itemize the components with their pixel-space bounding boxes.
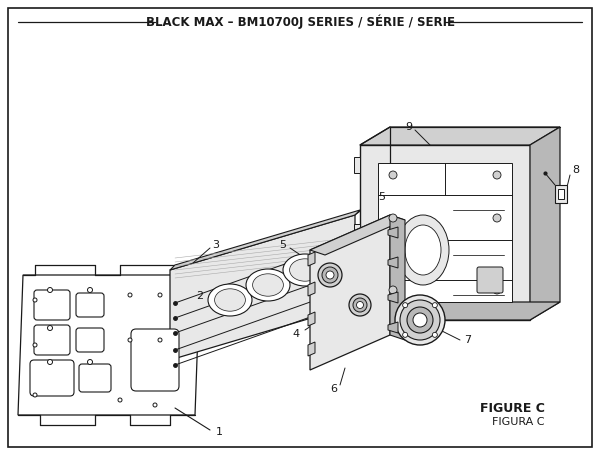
Polygon shape [388,292,398,303]
Ellipse shape [215,289,245,311]
Polygon shape [378,163,512,302]
FancyBboxPatch shape [79,364,111,392]
Text: 5: 5 [279,240,286,250]
Ellipse shape [283,254,327,286]
Ellipse shape [413,313,427,327]
Ellipse shape [318,263,342,287]
Ellipse shape [153,403,157,407]
Ellipse shape [290,259,320,281]
Ellipse shape [47,325,53,330]
Ellipse shape [389,214,397,222]
Text: 4: 4 [293,329,300,339]
Polygon shape [310,215,390,370]
Ellipse shape [493,214,501,222]
Polygon shape [308,342,315,356]
Text: 2: 2 [196,291,203,301]
Polygon shape [310,215,405,255]
Ellipse shape [405,225,441,275]
Ellipse shape [246,269,290,301]
Ellipse shape [389,286,397,294]
Polygon shape [530,127,560,320]
Ellipse shape [253,274,283,296]
FancyBboxPatch shape [30,360,74,396]
Ellipse shape [88,288,92,293]
FancyBboxPatch shape [34,290,70,320]
Ellipse shape [353,298,367,312]
Polygon shape [360,302,560,320]
Ellipse shape [433,332,437,337]
Polygon shape [388,257,398,268]
FancyBboxPatch shape [76,293,104,317]
Text: 8: 8 [572,165,579,175]
Ellipse shape [328,247,353,265]
FancyBboxPatch shape [131,329,179,391]
Ellipse shape [356,302,364,308]
Polygon shape [354,292,360,308]
Polygon shape [18,275,200,415]
Text: 7: 7 [464,335,471,345]
Polygon shape [388,227,398,238]
Polygon shape [170,210,360,270]
Ellipse shape [208,284,252,316]
Polygon shape [558,189,564,199]
FancyBboxPatch shape [34,325,70,355]
Ellipse shape [118,398,122,402]
Text: 9: 9 [405,122,412,132]
Polygon shape [308,312,315,326]
Text: 1: 1 [216,427,223,437]
Ellipse shape [33,298,37,302]
Polygon shape [555,185,567,203]
Ellipse shape [322,267,338,283]
Ellipse shape [33,393,37,397]
Polygon shape [360,127,560,145]
Polygon shape [170,215,355,360]
Polygon shape [308,252,315,266]
Polygon shape [388,322,398,333]
Text: FIGURA C: FIGURA C [493,417,545,427]
Ellipse shape [33,343,37,347]
Ellipse shape [397,215,449,285]
Ellipse shape [400,300,440,340]
Ellipse shape [88,359,92,364]
Text: 6: 6 [330,384,337,394]
Ellipse shape [158,338,162,342]
Ellipse shape [47,359,53,364]
Polygon shape [354,157,360,173]
Ellipse shape [403,303,407,308]
Text: 3: 3 [212,240,219,250]
Ellipse shape [403,332,407,337]
Ellipse shape [326,271,334,279]
Ellipse shape [433,303,437,308]
Ellipse shape [47,288,53,293]
Ellipse shape [128,338,132,342]
Ellipse shape [349,294,371,316]
Ellipse shape [158,293,162,297]
Polygon shape [390,215,405,340]
Ellipse shape [322,243,358,269]
Text: BLACK MAX – BM10700J SERIES / SÉRIE / SERIE: BLACK MAX – BM10700J SERIES / SÉRIE / SE… [146,15,455,29]
Polygon shape [360,145,530,320]
Polygon shape [354,224,360,240]
Ellipse shape [395,295,445,345]
Text: 5: 5 [378,192,385,202]
Ellipse shape [389,171,397,179]
Ellipse shape [493,171,501,179]
FancyBboxPatch shape [477,267,503,293]
Ellipse shape [128,293,132,297]
Text: FIGURE C: FIGURE C [480,401,545,415]
FancyBboxPatch shape [76,328,104,352]
Ellipse shape [493,286,501,294]
Ellipse shape [407,307,433,333]
Polygon shape [308,282,315,296]
